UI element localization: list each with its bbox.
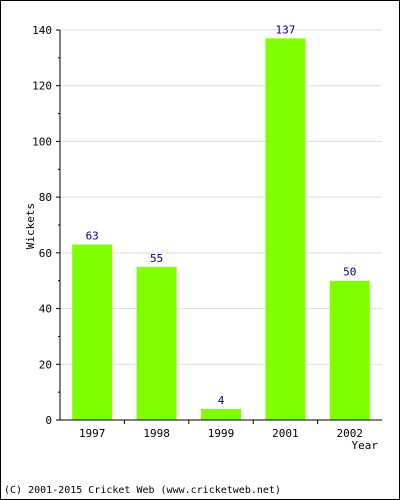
x-tick-label-2001: 2001 xyxy=(272,427,299,440)
x-tick-label-1998: 1998 xyxy=(143,427,170,440)
y-tick-label: 120 xyxy=(32,80,52,93)
y-tick-label: 140 xyxy=(32,24,52,37)
data-label-1999: 4 xyxy=(218,394,225,407)
bar-1998 xyxy=(136,266,177,420)
x-ticks: 1997 1998 1999 2001 2002 xyxy=(79,420,363,440)
bars xyxy=(72,38,370,420)
y-tick-label: 40 xyxy=(39,303,52,316)
data-label-2001: 137 xyxy=(275,23,295,36)
bar-1997 xyxy=(72,244,113,420)
bar-2001 xyxy=(265,38,306,420)
y-tick-label: 20 xyxy=(39,358,52,371)
x-axis-title: Year xyxy=(352,439,379,452)
y-tick-label: 0 xyxy=(45,414,52,427)
x-tick-label-1997: 1997 xyxy=(79,427,106,440)
y-tick-label: 80 xyxy=(39,191,52,204)
x-tick-label-2002: 2002 xyxy=(337,427,364,440)
bar-1999 xyxy=(201,408,241,420)
data-labels: 63 55 4 137 50 xyxy=(86,23,357,407)
data-label-1997: 63 xyxy=(86,230,99,243)
y-tick-label: 100 xyxy=(32,135,52,148)
x-tick-label-1999: 1999 xyxy=(208,427,235,440)
gridlines xyxy=(60,29,382,365)
bar-2002 xyxy=(329,280,370,420)
y-tick-label: 60 xyxy=(39,247,52,260)
data-label-1998: 55 xyxy=(150,252,163,265)
data-label-2002: 50 xyxy=(343,266,356,279)
y-ticks: 0 20 40 60 80 100 120 140 xyxy=(32,24,60,427)
copyright-footer: (C) 2001-2015 Cricket Web (www.cricketwe… xyxy=(4,485,281,496)
y-axis-title: Wickets xyxy=(24,203,37,249)
